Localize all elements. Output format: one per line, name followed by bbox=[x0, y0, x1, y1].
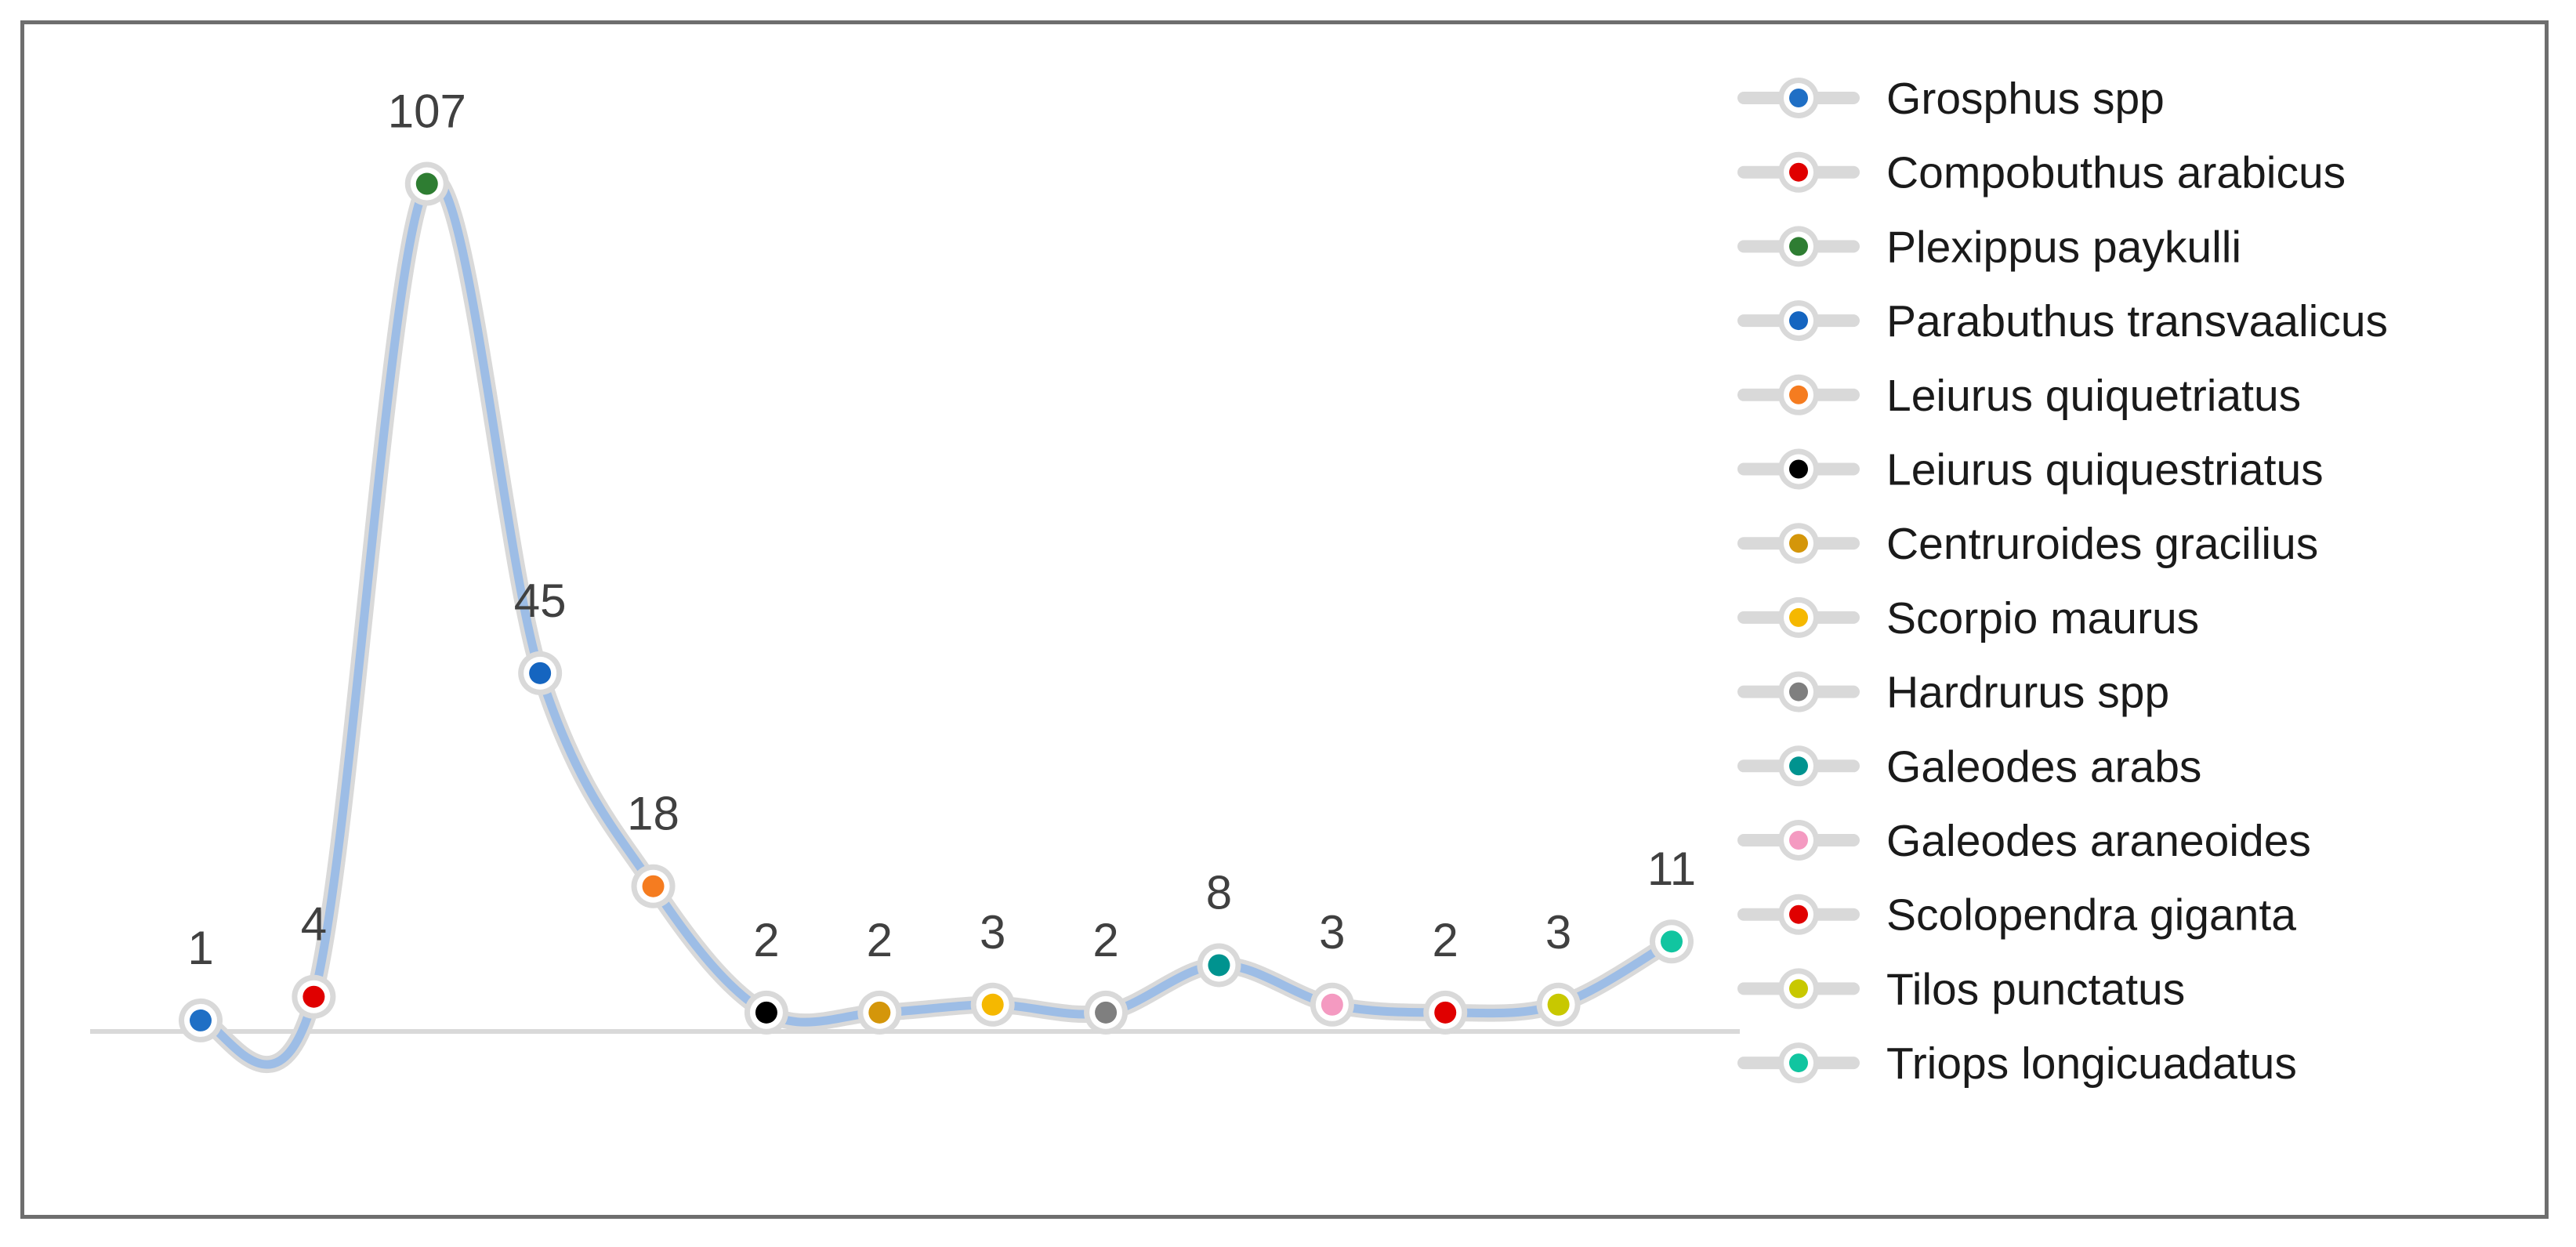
legend-label: Galeodes arabs bbox=[1886, 741, 2201, 792]
legend-item: Parabuthus transvaalicus bbox=[1737, 296, 2388, 346]
legend-marker bbox=[1789, 979, 1808, 999]
data-point bbox=[292, 974, 336, 1019]
data-point bbox=[970, 982, 1015, 1027]
legend-label: Grosphus spp bbox=[1886, 74, 2165, 124]
legend-item: Tilos punctatus bbox=[1737, 964, 2185, 1014]
legend-label: Hardrurus spp bbox=[1886, 668, 2169, 718]
data-point-marker bbox=[415, 172, 438, 195]
data-labels-layer: 1 4 107 45 18 2 2 3 2 8 3 2 3 11 bbox=[187, 85, 1696, 974]
legend-item: Leiurus quiquestriatus bbox=[1737, 445, 2324, 495]
data-point-marker bbox=[1547, 993, 1570, 1016]
data-point bbox=[1197, 943, 1241, 988]
data-point-marker bbox=[303, 985, 325, 1008]
legend-label: Leiurus quiquetriatus bbox=[1886, 371, 2301, 421]
data-label: 2 bbox=[1092, 914, 1118, 966]
legend-label: Triops longicuadatus bbox=[1886, 1039, 2297, 1089]
data-point bbox=[404, 161, 449, 206]
legend-marker bbox=[1789, 459, 1808, 479]
legend-marker bbox=[1789, 311, 1808, 331]
legend-label: Galeodes araneoides bbox=[1886, 816, 2311, 866]
legend-label: Plexippus paykulli bbox=[1886, 222, 2241, 272]
legend-item: Plexippus paykulli bbox=[1737, 222, 2241, 272]
legend-item: Galeodes araneoides bbox=[1737, 816, 2311, 866]
data-label: 18 bbox=[627, 788, 679, 840]
data-point-marker bbox=[1434, 1001, 1457, 1024]
data-point-marker bbox=[1661, 930, 1683, 953]
data-point bbox=[1310, 982, 1354, 1027]
legend-marker bbox=[1789, 89, 1808, 107]
data-label: 4 bbox=[301, 898, 327, 951]
legend-item: Triops longicuadatus bbox=[1737, 1039, 2297, 1089]
data-point-marker bbox=[1095, 1001, 1118, 1024]
legend-marker bbox=[1789, 385, 1808, 404]
data-label: 2 bbox=[753, 914, 779, 966]
data-point-marker bbox=[529, 662, 552, 684]
points-layer bbox=[179, 161, 1694, 1042]
data-label: 45 bbox=[514, 575, 567, 627]
legend-item: Leiurus quiquetriatus bbox=[1737, 371, 2301, 421]
data-point-marker bbox=[1321, 993, 1343, 1016]
data-point-marker bbox=[755, 1001, 777, 1024]
data-label: 2 bbox=[1433, 914, 1458, 966]
data-label: 8 bbox=[1206, 866, 1232, 919]
data-point-marker bbox=[642, 875, 665, 897]
data-label: 3 bbox=[1319, 906, 1345, 959]
legend-marker bbox=[1789, 904, 1808, 924]
legend-label: Tilos punctatus bbox=[1886, 964, 2185, 1014]
legend-label: Compobuthus arabicus bbox=[1886, 148, 2346, 198]
data-point bbox=[179, 998, 223, 1042]
legend-marker bbox=[1789, 534, 1808, 553]
legend-label: Leiurus quiquestriatus bbox=[1886, 445, 2324, 495]
data-label: 11 bbox=[1647, 843, 1696, 895]
data-label: 1 bbox=[187, 922, 213, 974]
legend-item: Compobuthus arabicus bbox=[1737, 148, 2346, 198]
legend-item: Scorpio maurus bbox=[1737, 593, 2199, 643]
legend-marker bbox=[1789, 682, 1808, 701]
data-point bbox=[1536, 982, 1581, 1027]
legend-marker bbox=[1789, 607, 1808, 627]
data-label: 3 bbox=[1545, 906, 1571, 959]
data-label: 107 bbox=[388, 85, 466, 138]
legend-label: Scorpio maurus bbox=[1886, 593, 2199, 643]
chart-frame bbox=[20, 20, 2549, 1219]
legend-item: Centruroides gracilius bbox=[1737, 519, 2318, 569]
data-point-marker bbox=[981, 993, 1004, 1016]
data-label: 2 bbox=[867, 914, 893, 966]
legend-item: Scolopendra giganta bbox=[1737, 890, 2296, 941]
legend-label: Scolopendra giganta bbox=[1886, 890, 2296, 941]
legend-item: Hardrurus spp bbox=[1737, 668, 2169, 718]
data-point bbox=[1423, 990, 1468, 1035]
legend: Grosphus spp Compobuthus arabicus Plexippu… bbox=[1737, 74, 2388, 1089]
data-point bbox=[1650, 919, 1694, 964]
data-point bbox=[1084, 990, 1129, 1035]
data-point bbox=[631, 864, 676, 908]
data-point bbox=[518, 651, 563, 695]
legend-label: Centruroides gracilius bbox=[1886, 519, 2318, 569]
legend-marker bbox=[1789, 756, 1808, 776]
legend-label: Parabuthus transvaalicus bbox=[1886, 296, 2388, 346]
data-label: 3 bbox=[980, 906, 1005, 959]
legend-item: Galeodes arabs bbox=[1737, 741, 2201, 792]
data-point-marker bbox=[868, 1001, 891, 1024]
legend-marker bbox=[1789, 831, 1808, 850]
legend-marker bbox=[1789, 1053, 1808, 1073]
legend-marker bbox=[1789, 237, 1808, 256]
data-point bbox=[744, 990, 788, 1035]
data-point bbox=[857, 990, 902, 1035]
legend-marker bbox=[1789, 162, 1808, 182]
data-point-marker bbox=[1208, 954, 1230, 977]
legend-item: Grosphus spp bbox=[1737, 74, 2165, 124]
data-point-marker bbox=[190, 1009, 212, 1031]
